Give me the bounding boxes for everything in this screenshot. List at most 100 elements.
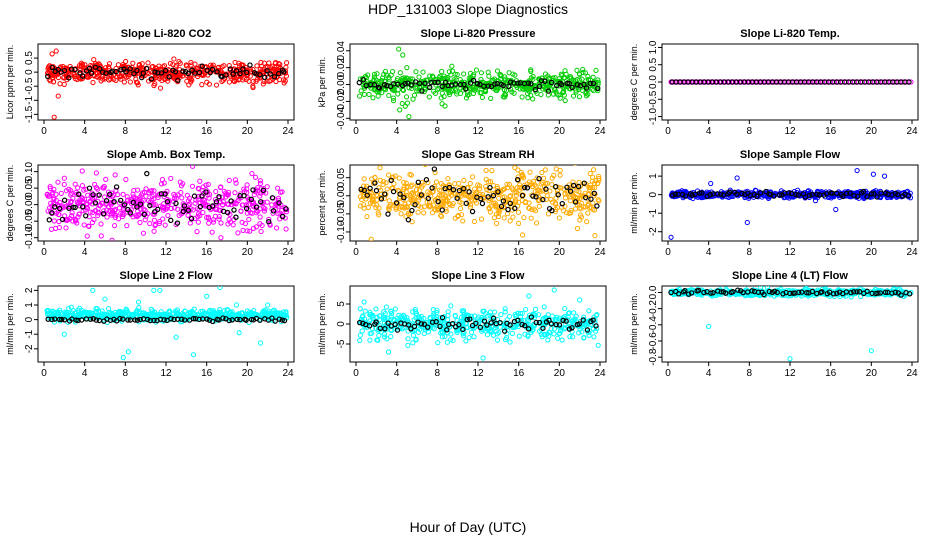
data-point bbox=[488, 95, 494, 101]
data-point bbox=[496, 208, 502, 214]
baseline-point bbox=[164, 199, 171, 205]
data-point bbox=[157, 85, 164, 91]
data-point bbox=[221, 188, 227, 195]
baseline-point bbox=[427, 84, 433, 91]
data-point bbox=[570, 93, 577, 99]
data-point bbox=[51, 218, 57, 224]
y-axis-label: ml/min per min. bbox=[317, 293, 327, 355]
data-point bbox=[385, 172, 392, 178]
data-point bbox=[253, 210, 260, 216]
data-point bbox=[121, 79, 127, 85]
data-point bbox=[396, 175, 402, 181]
data-point bbox=[596, 198, 602, 204]
data-point bbox=[217, 184, 224, 191]
x-tick-label: 16 bbox=[825, 247, 837, 258]
data-point bbox=[113, 77, 119, 83]
baseline-point bbox=[180, 208, 186, 215]
data-point bbox=[574, 67, 580, 73]
data-point bbox=[545, 337, 551, 343]
baseline-point bbox=[120, 316, 126, 322]
data-point bbox=[248, 210, 254, 216]
data-point bbox=[529, 206, 535, 213]
baseline-point bbox=[233, 214, 239, 220]
data-point bbox=[542, 167, 548, 173]
x-tick-label: 16 bbox=[201, 368, 213, 379]
data-point bbox=[219, 194, 225, 200]
data-point bbox=[482, 88, 489, 95]
y-tick-label: -0.2 bbox=[648, 300, 659, 318]
baseline-point bbox=[179, 316, 185, 322]
baseline-point bbox=[358, 186, 364, 193]
data-point bbox=[436, 75, 442, 81]
baseline-point bbox=[546, 317, 552, 324]
baseline-point bbox=[271, 74, 278, 80]
data-point bbox=[573, 87, 579, 93]
data-point bbox=[359, 328, 365, 334]
baseline-point bbox=[587, 80, 593, 87]
data-point bbox=[491, 309, 498, 315]
data-point bbox=[478, 70, 484, 76]
data-point bbox=[371, 87, 377, 93]
data-point bbox=[186, 195, 193, 201]
data-point bbox=[244, 210, 250, 216]
baseline-point bbox=[718, 191, 724, 197]
data-point bbox=[194, 311, 200, 317]
data-point bbox=[525, 332, 531, 338]
data-point bbox=[123, 306, 129, 312]
data-point bbox=[224, 201, 231, 207]
baseline-point bbox=[435, 198, 441, 205]
data-point bbox=[447, 89, 454, 95]
data-point bbox=[195, 211, 202, 217]
data-point bbox=[171, 56, 177, 62]
baseline-point bbox=[275, 70, 282, 77]
data-point bbox=[475, 316, 481, 322]
data-point bbox=[397, 70, 403, 76]
outlier-point bbox=[385, 349, 392, 355]
data-point bbox=[85, 192, 91, 198]
data-point bbox=[246, 216, 252, 222]
data-point bbox=[357, 332, 363, 338]
data-point bbox=[260, 308, 266, 315]
data-point bbox=[487, 325, 493, 331]
data-point bbox=[391, 181, 397, 187]
data-point bbox=[283, 226, 289, 232]
y-tick-label: 0.00 bbox=[336, 74, 347, 94]
data-point bbox=[77, 199, 83, 205]
data-point bbox=[81, 187, 87, 193]
data-point bbox=[44, 307, 50, 314]
data-point bbox=[382, 316, 388, 323]
data-point bbox=[558, 327, 564, 333]
data-point bbox=[50, 79, 57, 85]
outlier-point bbox=[55, 93, 61, 99]
baseline-point bbox=[542, 78, 548, 84]
data-point bbox=[96, 202, 102, 208]
baseline-point bbox=[113, 68, 119, 75]
baseline-point bbox=[203, 189, 209, 195]
baseline-point bbox=[61, 197, 68, 203]
data-point bbox=[392, 306, 398, 312]
data-point bbox=[147, 220, 153, 227]
data-point bbox=[399, 80, 406, 86]
baseline-point bbox=[209, 203, 216, 209]
y-tick-label: 0.00 bbox=[336, 186, 347, 206]
data-point bbox=[506, 181, 513, 188]
baseline-point bbox=[446, 184, 453, 191]
baseline-point bbox=[593, 323, 599, 329]
data-point bbox=[547, 330, 553, 336]
baseline-point bbox=[190, 316, 197, 322]
data-point bbox=[478, 216, 485, 222]
data-point bbox=[381, 178, 387, 185]
baseline-point bbox=[500, 82, 506, 89]
data-point bbox=[72, 216, 78, 222]
outlier-point bbox=[120, 355, 126, 361]
data-point bbox=[476, 183, 483, 189]
x-tick-label: 20 bbox=[866, 368, 878, 379]
data-point bbox=[591, 207, 598, 213]
data-point bbox=[174, 74, 181, 81]
baseline-point bbox=[397, 191, 403, 197]
data-point bbox=[149, 197, 155, 203]
y-tick-label: -2 bbox=[648, 227, 659, 236]
y-tick-label: -1 bbox=[24, 329, 35, 338]
data-point bbox=[152, 201, 158, 208]
data-point bbox=[439, 68, 445, 75]
